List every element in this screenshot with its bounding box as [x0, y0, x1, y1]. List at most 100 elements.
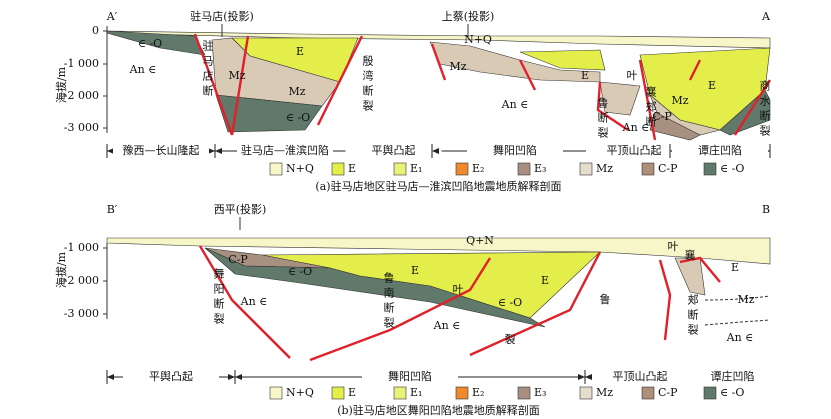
- projection-label: 驻马店(投影): [190, 9, 254, 23]
- region-label: 平顶山凸起: [613, 370, 668, 383]
- arrow: [235, 374, 242, 380]
- unit-label: An ∈: [726, 331, 754, 344]
- region-bg: [362, 369, 458, 385]
- end-label: B′: [107, 203, 118, 216]
- section-a: [106, 30, 771, 141]
- projection-label: 上蔡(投影): [442, 9, 495, 23]
- legend-label: Mz: [596, 386, 613, 399]
- legend-swatch: [269, 162, 283, 176]
- y-tick-label: -3 000: [64, 307, 99, 320]
- legend-label: C-P: [658, 162, 678, 175]
- region-bg: [237, 143, 333, 159]
- y-tick-label: -1 000: [64, 57, 99, 70]
- legend-label: E₁: [410, 386, 422, 399]
- end-label: A′: [106, 10, 118, 23]
- unit-label: 叶: [668, 240, 679, 253]
- legend-swatch: [517, 162, 531, 176]
- arrow: [578, 374, 585, 380]
- legend-label: E: [348, 162, 356, 175]
- unit-label: ∈ -O: [286, 111, 310, 124]
- legend-swatch: [703, 386, 717, 400]
- region-bg: [586, 143, 682, 159]
- unit-label: 鲁南断裂: [382, 271, 395, 332]
- region-bg: [123, 369, 219, 385]
- region-bg: [672, 143, 768, 159]
- y-tick-label: -3 000: [64, 121, 99, 134]
- unit-label: An ∈: [501, 98, 529, 111]
- unit-label: E: [708, 79, 716, 92]
- region-bg: [345, 143, 442, 159]
- region-bg: [113, 143, 209, 159]
- legend-swatch: [579, 162, 593, 176]
- legend-label: C-P: [658, 386, 678, 399]
- legend-label: E₂: [472, 386, 484, 399]
- region-label: 谭庄凹陷: [711, 369, 755, 383]
- unit-label: 郏断裂: [686, 294, 699, 339]
- region-label: 驻马店—淮滨凹陷: [241, 143, 329, 157]
- unit-label: Q+N: [466, 234, 494, 247]
- legend-swatch: [517, 386, 531, 400]
- arrow: [228, 374, 235, 380]
- legend-label: E₃: [534, 386, 546, 399]
- unit-label: Mz: [288, 85, 305, 98]
- y-axis-label: 海拔/m: [54, 66, 68, 103]
- legend-swatch: [579, 386, 593, 400]
- legend-label: E₂: [472, 162, 484, 175]
- arrow: [208, 148, 215, 154]
- unit-label: Mz: [737, 293, 754, 306]
- unit-label: An ∈: [129, 63, 157, 76]
- legend-swatch: [331, 162, 345, 176]
- unit-label: 襄: [685, 248, 696, 262]
- region-label: 豫西—长山隆起: [123, 143, 200, 157]
- faults-b: [198, 245, 771, 362]
- end-label: A: [761, 10, 771, 23]
- unit-label: An ∈: [240, 295, 268, 308]
- arrow: [215, 148, 222, 154]
- unit-label: Mz: [449, 60, 466, 73]
- region-label: 谭庄凹陷: [698, 143, 742, 157]
- unit-label: 叶: [453, 283, 464, 296]
- legend-label: Mz: [596, 162, 613, 175]
- faults-a: [193, 33, 772, 141]
- region-label: 舞阳凹陷: [493, 143, 537, 157]
- legend-swatch: [269, 386, 283, 400]
- region-label: 平舆凸起: [372, 143, 416, 157]
- legend-label: ∈ -O: [720, 162, 744, 175]
- unit-label: ∈ -O: [288, 265, 312, 278]
- region-label: 舞阳凹陷: [388, 369, 432, 383]
- legend-swatch: [393, 162, 407, 176]
- legend-label: E₁: [410, 162, 422, 175]
- legend-swatch: [455, 386, 469, 400]
- unit-label: 殷湾断裂: [361, 55, 374, 115]
- region-bg: [467, 143, 563, 159]
- region-bg: [684, 369, 781, 385]
- legend-swatch: [455, 162, 469, 176]
- unit-label: An ∈: [433, 319, 461, 332]
- legend-swatch: [331, 386, 345, 400]
- legend-label: E₃: [534, 162, 546, 175]
- legend-label: N+Q: [286, 162, 314, 175]
- unit-label: ∈ -O: [138, 37, 162, 50]
- y-axis-label: 海拔/m: [54, 251, 68, 288]
- y-tick-label: 0: [92, 24, 99, 37]
- region-label: 平舆凸起: [149, 369, 193, 383]
- unit-label: Mz: [671, 94, 688, 107]
- arrow: [107, 148, 114, 154]
- legend-swatch: [641, 386, 655, 400]
- unit-label: C-P: [228, 253, 248, 266]
- unit-label: 襄郏断: [644, 85, 657, 131]
- unit-label: 叶: [627, 69, 638, 82]
- unit-label: 驻马店断: [201, 39, 214, 100]
- unit-label: 鲁断裂: [596, 96, 609, 142]
- y-tick-label: -2 000: [64, 89, 99, 102]
- unit-label: An ∈: [622, 121, 650, 134]
- region-label: 平顶山凸起: [607, 144, 662, 157]
- unit-label: 鲁: [600, 292, 611, 306]
- section-b: [106, 237, 771, 328]
- region-bg: [592, 369, 688, 385]
- arrow: [585, 374, 592, 380]
- legend-swatch: [641, 162, 655, 176]
- y-tick-label: -2 000: [64, 274, 99, 287]
- legend-swatch: [393, 386, 407, 400]
